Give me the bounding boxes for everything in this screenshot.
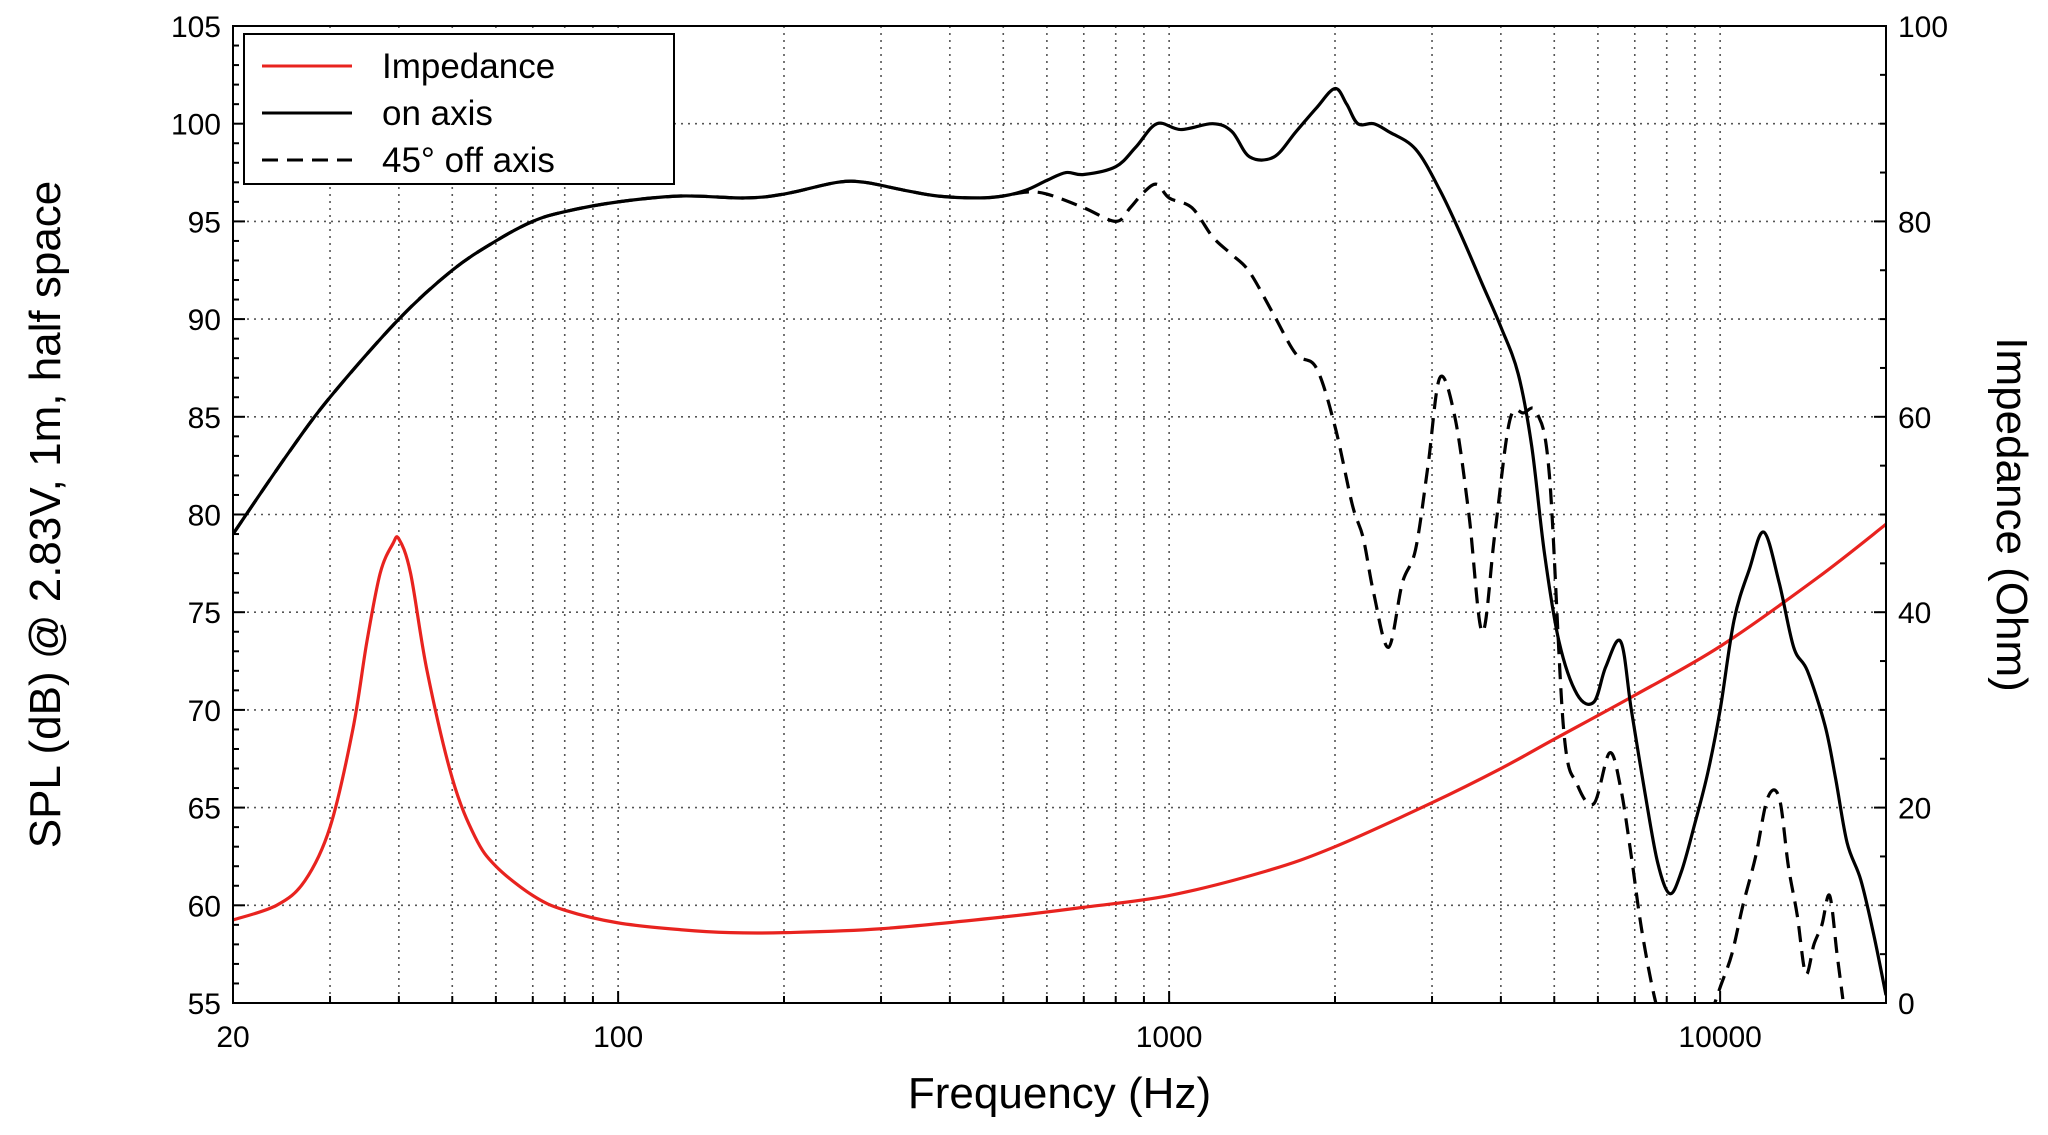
left-y-tick-label: 65	[188, 793, 221, 826]
right-y-tick-label: 80	[1898, 206, 1931, 239]
left-y-tick-label: 60	[188, 890, 221, 923]
grid-lines	[233, 26, 1886, 1003]
x-tick-label: 10000	[1678, 1021, 1761, 1054]
left-y-tick-label: 80	[188, 500, 221, 533]
legend-label-off-axis: 45° off axis	[382, 141, 555, 180]
x-tick-label: 100	[593, 1021, 643, 1054]
series-line-45-off-axis	[233, 179, 1845, 1003]
left-y-tick-label: 105	[171, 11, 221, 44]
series-line-impedance	[233, 523, 1886, 935]
left-y-tick-label: 95	[188, 206, 221, 239]
tick-labels: 20 100 1000 10000 55 60 65 70 75 80 85 90 95 100 105 0 2…	[171, 11, 1948, 1054]
left-y-tick-label: 85	[188, 402, 221, 435]
x-tick-label: 1000	[1136, 1021, 1203, 1054]
legend-label-impedance: Impedance	[382, 47, 555, 86]
x-axis-title: Frequency (Hz)	[908, 1069, 1211, 1118]
left-y-tick-label: 100	[171, 109, 221, 142]
x-tick-label: 20	[216, 1021, 249, 1054]
right-y-tick-label: 60	[1898, 402, 1931, 435]
right-y-tick-label: 100	[1898, 11, 1948, 44]
left-y-tick-label: 55	[188, 988, 221, 1021]
legend-label-on-axis: on axis	[382, 94, 493, 133]
left-y-tick-label: 70	[188, 695, 221, 728]
legend: Impedance on axis 45° off axis	[243, 33, 675, 185]
right-y-tick-label: 40	[1898, 597, 1931, 630]
left-y-tick-label: 90	[188, 304, 221, 337]
left-y-tick-label: 75	[188, 597, 221, 630]
plot-series	[233, 86, 1886, 1003]
right-y-tick-label: 0	[1898, 988, 1915, 1021]
right-y-axis-title: Impedance (Ohm)	[1987, 337, 2036, 692]
series-line-on-axis	[233, 86, 1886, 996]
left-y-axis-title: SPL (dB) @ 2.83V, 1m, half space	[21, 181, 70, 849]
right-y-tick-label: 20	[1898, 793, 1931, 826]
